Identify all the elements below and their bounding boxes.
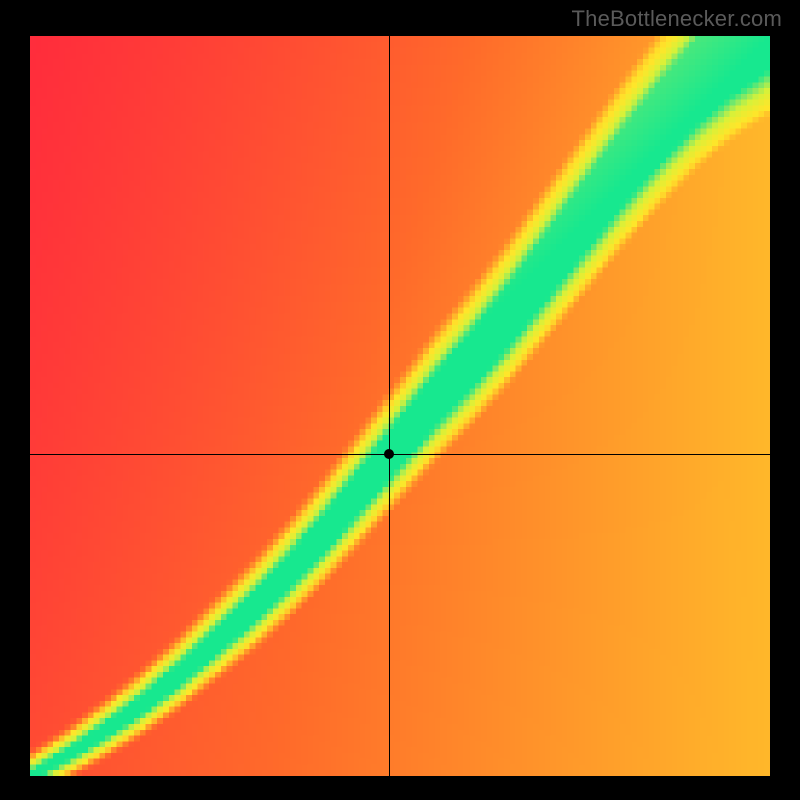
stage: TheBottlenecker.com: [0, 0, 800, 800]
heatmap-canvas: [30, 36, 770, 776]
watermark-text: TheBottlenecker.com: [572, 6, 782, 32]
plot-area: [30, 36, 770, 776]
